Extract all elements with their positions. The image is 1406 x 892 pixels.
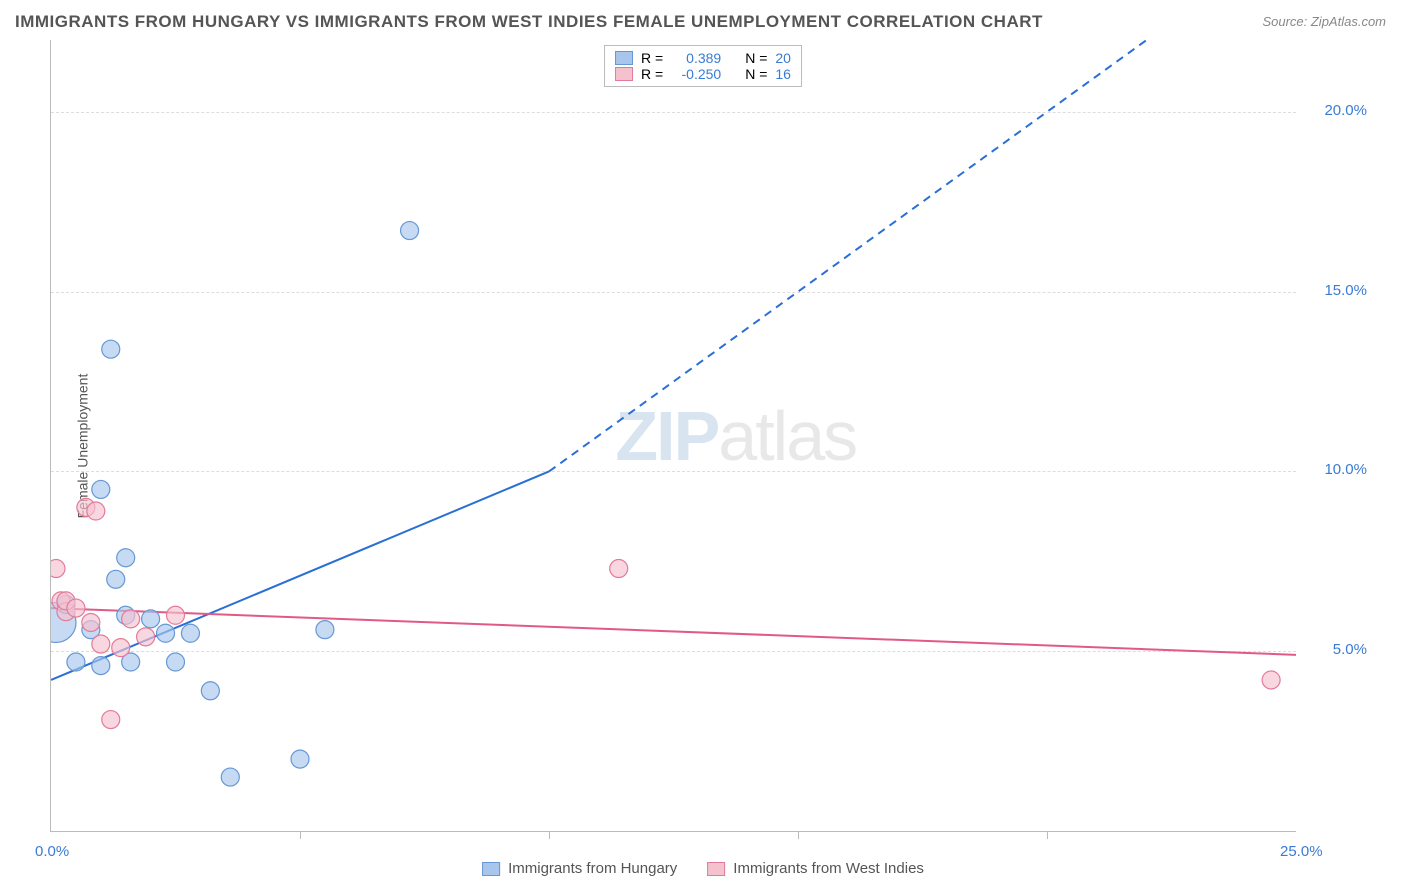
legend-row-hungary: R = 0.389 N = 20 [615, 50, 791, 66]
swatch-hungary [615, 51, 633, 65]
r-value-hungary: 0.389 [671, 50, 721, 66]
legend-label-westindies: Immigrants from West Indies [733, 860, 924, 877]
y-tick-label: 5.0% [1307, 641, 1367, 658]
n-value-westindies: 16 [775, 66, 791, 82]
y-tick-label: 15.0% [1307, 282, 1367, 299]
n-label: N = [745, 50, 767, 66]
source-attribution: Source: ZipAtlas.com [1262, 14, 1386, 29]
legend-label-hungary: Immigrants from Hungary [508, 860, 677, 877]
chart-svg [51, 40, 1296, 831]
series-legend: Immigrants from Hungary Immigrants from … [482, 860, 924, 877]
n-label: N = [745, 66, 767, 82]
legend-row-westindies: R = -0.250 N = 16 [615, 66, 791, 82]
x-tick-label: 25.0% [1280, 843, 1323, 860]
swatch-hungary-icon [482, 862, 500, 876]
swatch-westindies [615, 67, 633, 81]
r-label: R = [641, 66, 663, 82]
legend-item-westindies: Immigrants from West Indies [707, 860, 924, 877]
chart-title: IMMIGRANTS FROM HUNGARY VS IMMIGRANTS FR… [15, 12, 1043, 32]
watermark: ZIPatlas [615, 396, 856, 476]
swatch-westindies-icon [707, 862, 725, 876]
y-tick-label: 20.0% [1307, 102, 1367, 119]
r-value-westindies: -0.250 [671, 66, 721, 82]
correlation-legend: R = 0.389 N = 20 R = -0.250 N = 16 [604, 45, 802, 87]
n-value-hungary: 20 [775, 50, 791, 66]
plot-area: ZIPatlas [50, 40, 1296, 832]
y-tick-label: 10.0% [1307, 461, 1367, 478]
x-tick-label: 0.0% [35, 843, 69, 860]
r-label: R = [641, 50, 663, 66]
legend-item-hungary: Immigrants from Hungary [482, 860, 677, 877]
